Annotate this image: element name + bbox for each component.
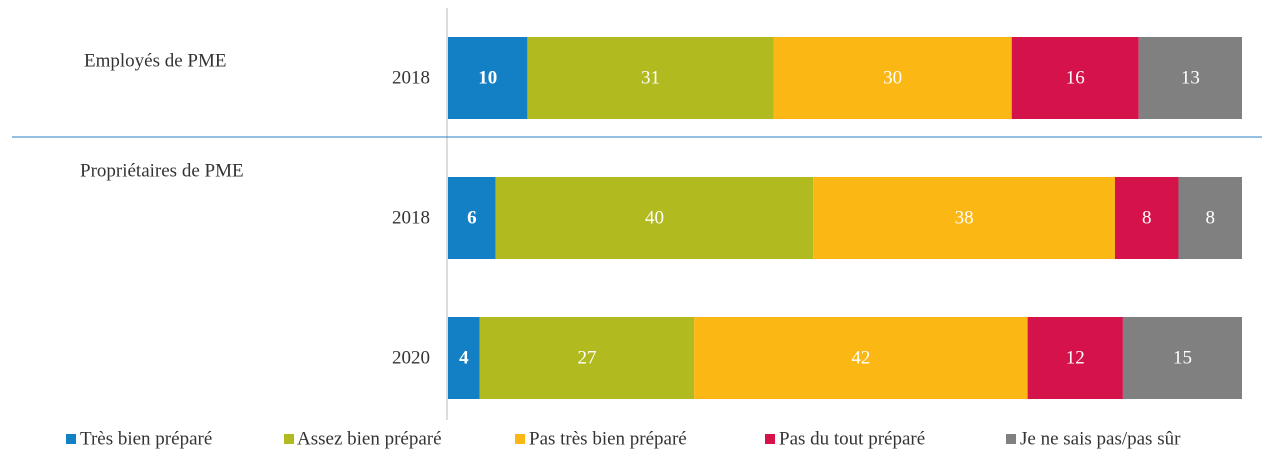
legend-label: Pas du tout préparé	[779, 428, 925, 449]
y-tick-label: 2018	[392, 67, 430, 88]
data-label: 40	[645, 207, 664, 228]
bar-segment	[773, 37, 1012, 119]
group-label: Propriétaires de PME	[80, 160, 244, 181]
bar-segment	[448, 317, 480, 399]
bar-segment	[1178, 177, 1242, 259]
data-label: 4	[459, 347, 469, 368]
bar-segment	[527, 37, 774, 119]
data-label: 8	[1205, 207, 1215, 228]
bar-segment	[1011, 37, 1139, 119]
legend-label: Pas très bien préparé	[529, 428, 687, 449]
bar-segment	[813, 177, 1115, 259]
bar-segment	[479, 317, 695, 399]
legend-swatch	[284, 434, 294, 444]
data-label: 30	[883, 67, 902, 88]
bar-segment	[1114, 177, 1179, 259]
data-label: 13	[1181, 67, 1200, 88]
y-tick-label: 2018	[392, 207, 430, 228]
data-label: 38	[955, 207, 974, 228]
data-label: 12	[1066, 347, 1085, 368]
legend-label: Très bien préparé	[80, 428, 212, 449]
data-label: 10	[478, 67, 497, 88]
legend-swatch	[66, 434, 76, 444]
bar-segment	[495, 177, 814, 259]
bar-segment	[694, 317, 1028, 399]
legend-swatch	[765, 434, 775, 444]
data-label: 8	[1142, 207, 1152, 228]
bar-segment	[1027, 317, 1123, 399]
data-label: 31	[641, 67, 660, 88]
legend-swatch	[1006, 434, 1016, 444]
data-label: 6	[467, 207, 477, 228]
legend-label: Je ne sais pas/pas sûr	[1020, 428, 1181, 449]
bar-segment	[448, 37, 528, 119]
y-tick-label: 2020	[392, 347, 430, 368]
bar-segment	[448, 177, 496, 259]
data-label: 15	[1173, 347, 1192, 368]
legend-label: Assez bien préparé	[297, 428, 442, 449]
data-label: 16	[1066, 67, 1085, 88]
legend-swatch	[515, 434, 525, 444]
data-label: 27	[577, 347, 596, 368]
data-label: 42	[851, 347, 870, 368]
group-label: Employés de PME	[84, 50, 227, 71]
bar-segment	[1138, 37, 1242, 119]
bar-segment	[1122, 317, 1242, 399]
